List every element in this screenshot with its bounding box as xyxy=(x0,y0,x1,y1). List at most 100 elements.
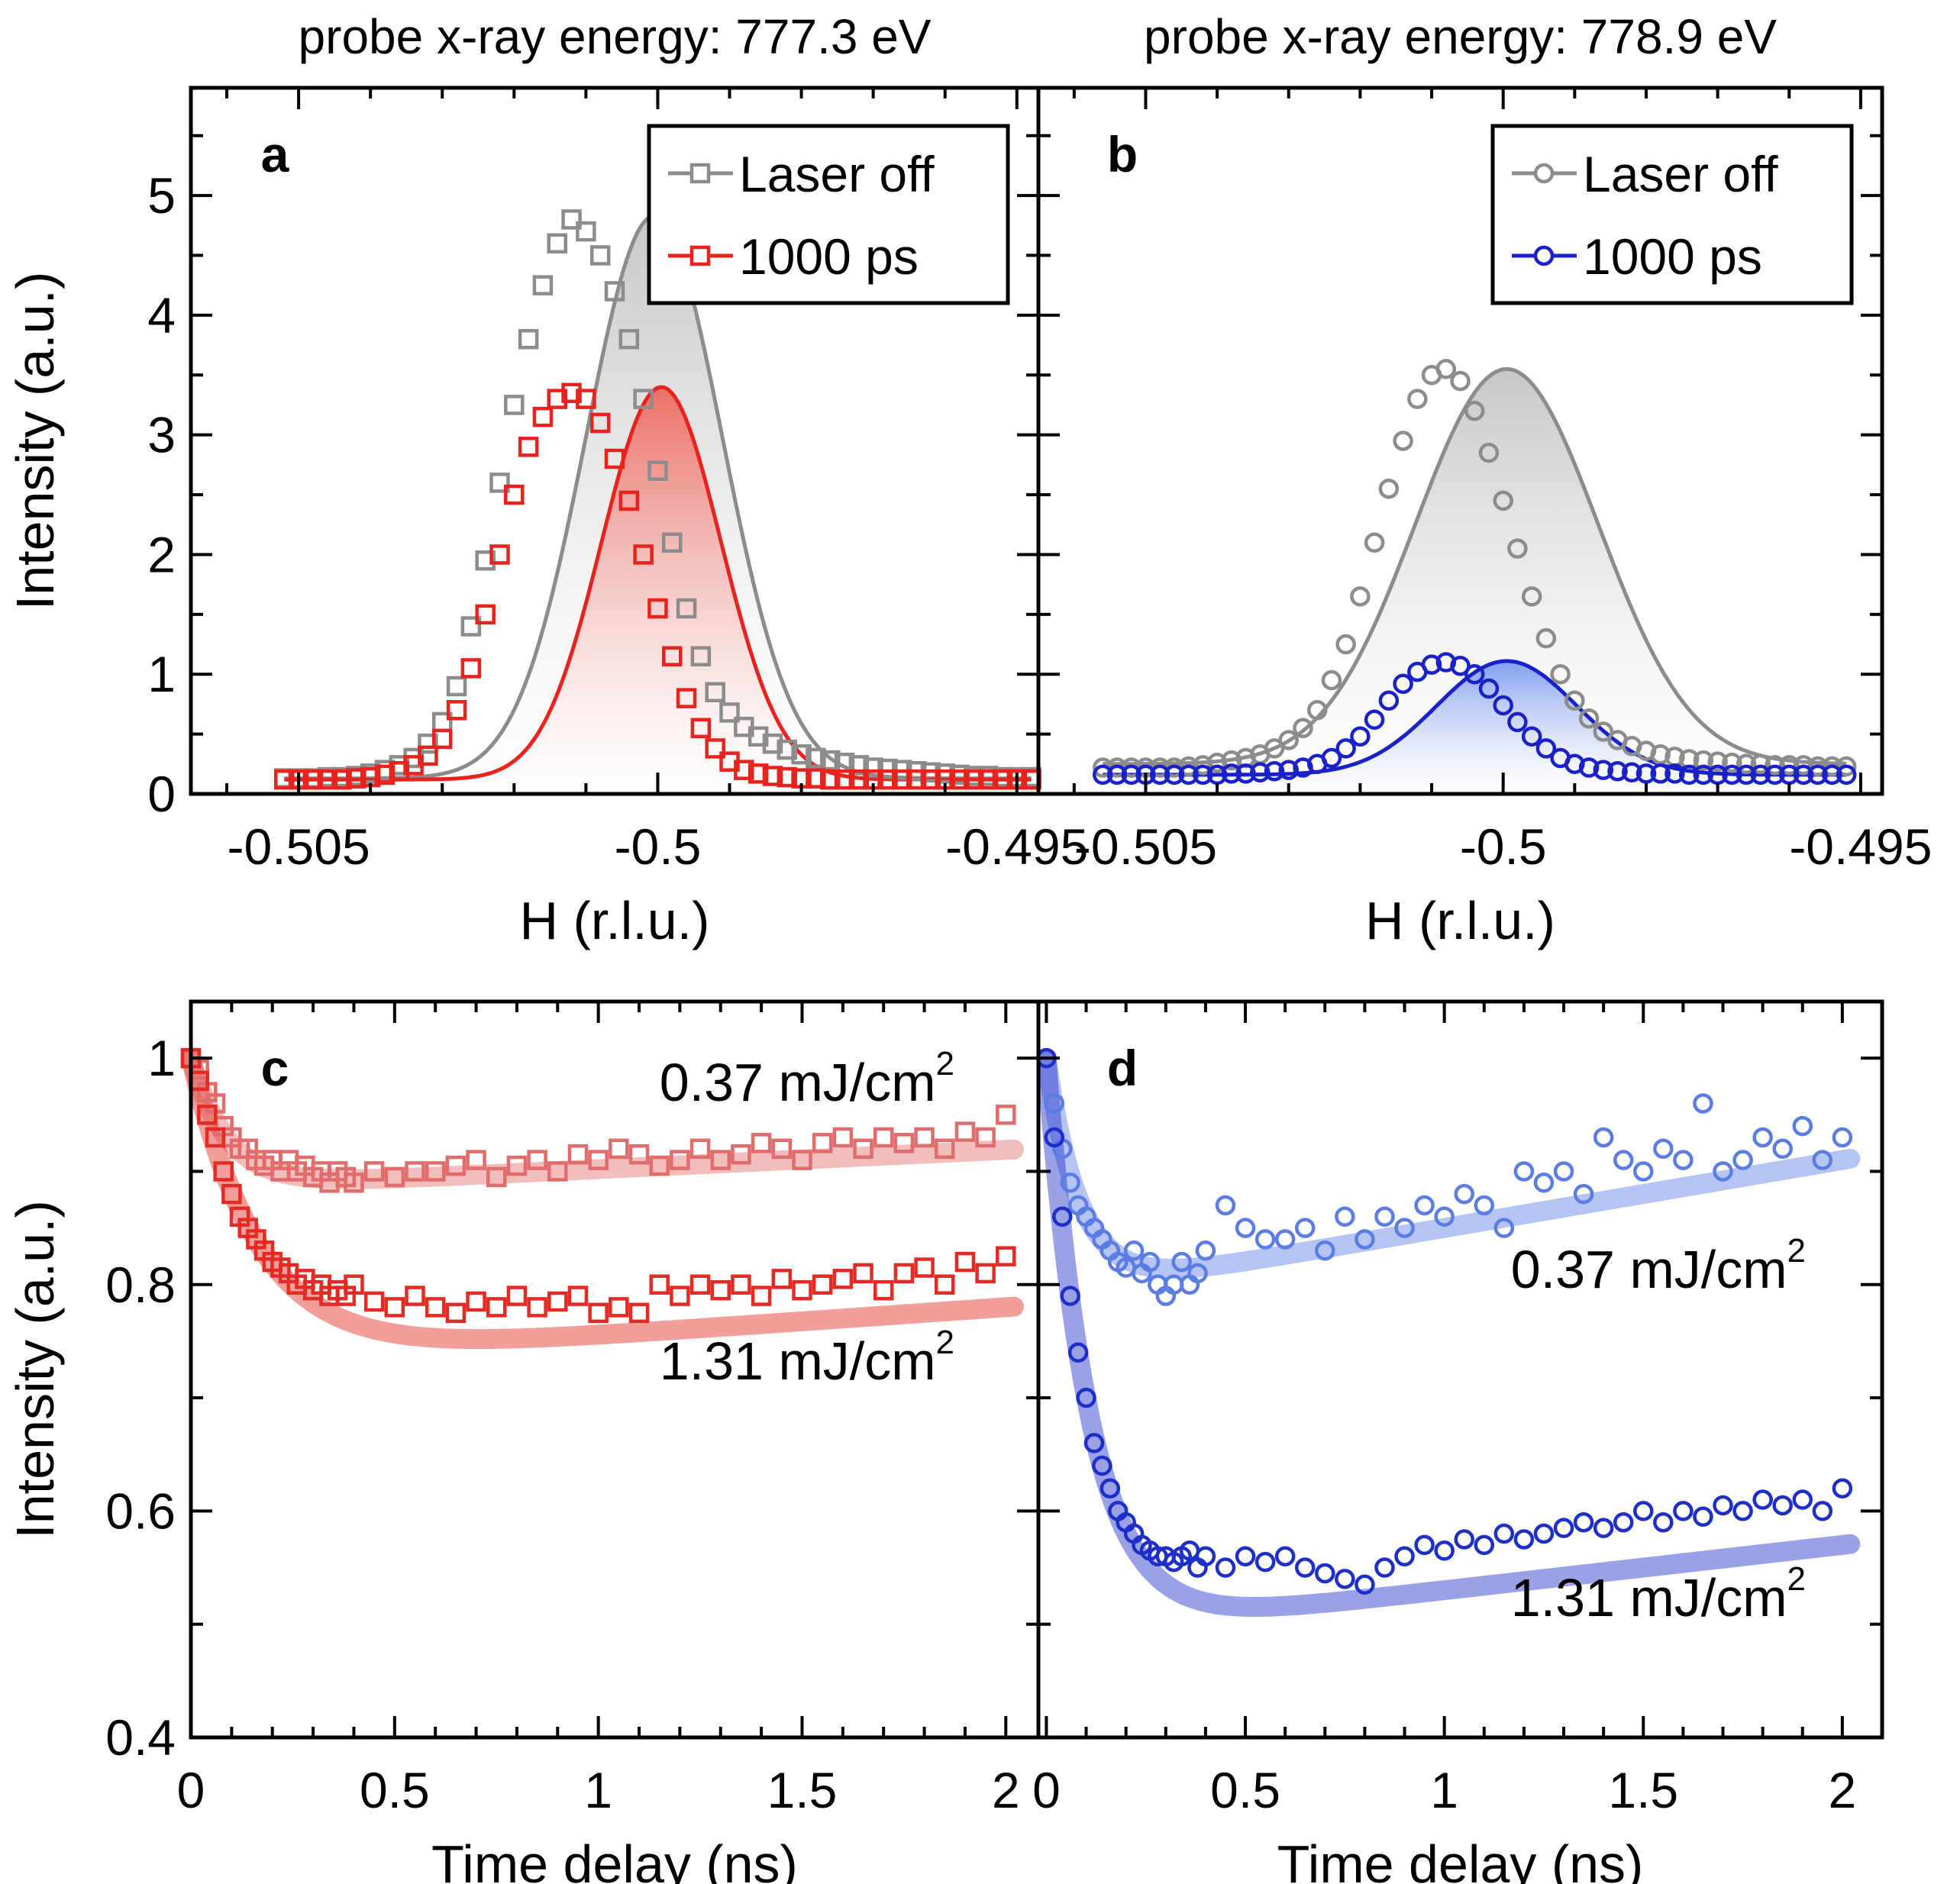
chart-panel-a: -0.505 -0.5 -0.495 0 1 2 3 4 5 H (r.l.u.) Intensit… xyxy=(5,9,1088,950)
panel-c-point xyxy=(628,1302,650,1324)
panel-c-point xyxy=(527,1297,547,1318)
panel-b-point xyxy=(1393,431,1413,451)
panel-b-point xyxy=(1578,757,1600,778)
panel-a-point xyxy=(576,389,596,409)
panel-d-point xyxy=(1335,1569,1355,1589)
panel-c-annotation-text: 1.31 mJ/cm xyxy=(660,1331,936,1391)
panel-c-xtick-label: 2 xyxy=(992,1762,1020,1818)
panel-d-point xyxy=(1752,1127,1773,1148)
panel-c-point xyxy=(853,1138,873,1160)
panel-a-point xyxy=(532,275,554,295)
panel-b-point xyxy=(1293,718,1313,739)
panel-a-point xyxy=(877,769,898,790)
panel-c-point xyxy=(609,1138,629,1160)
panel-a-point xyxy=(676,688,697,708)
panel-b-point xyxy=(1421,654,1442,675)
panel-a-point xyxy=(690,646,712,666)
panel-d-point xyxy=(1187,1263,1208,1284)
panel-d-point xyxy=(1832,1478,1853,1498)
panel-d-xtick-label: 1 xyxy=(1430,1762,1458,1818)
panel-d-point xyxy=(1394,1218,1415,1238)
panel-d-point xyxy=(1044,1127,1065,1148)
panel-b-point xyxy=(1822,756,1842,777)
panel-a-point xyxy=(418,745,438,766)
panel-c-ytick-label: 0.8 xyxy=(105,1257,176,1313)
panel-b-point xyxy=(1793,764,1814,786)
panel-c-ytick-label: 0.6 xyxy=(105,1482,176,1539)
panel-c-point xyxy=(893,1263,915,1284)
panel-a-point xyxy=(647,460,668,481)
panel-a-point xyxy=(777,766,798,788)
panel-d-point xyxy=(1083,1433,1105,1453)
panel-c-point xyxy=(527,1150,547,1170)
panel-c-point xyxy=(812,1274,833,1295)
panel-b-point xyxy=(1121,764,1141,786)
panel-b-point xyxy=(1206,764,1228,786)
panel-a-point xyxy=(906,769,927,790)
panel-b-point xyxy=(1535,738,1557,759)
panel-d-point xyxy=(1315,1240,1335,1261)
panel-a-xtick-label: -0.505 xyxy=(228,818,370,875)
panel-b-point xyxy=(1736,764,1757,786)
panel-b-point xyxy=(1450,655,1471,676)
panel-a-point xyxy=(460,616,482,637)
panel-c-point xyxy=(344,1173,364,1193)
panel-c-xtick-label: 0.5 xyxy=(360,1762,430,1818)
panel-b-point xyxy=(1564,690,1585,711)
panel-b-point xyxy=(1321,747,1342,769)
panel-a-point xyxy=(346,768,366,789)
panel-d-point xyxy=(1832,1127,1853,1148)
panel-a-point xyxy=(762,766,783,786)
panel-a-point xyxy=(719,702,740,723)
panel-b-point xyxy=(1779,764,1800,786)
panel-b-point xyxy=(1364,709,1385,731)
panel-b-point xyxy=(1535,627,1557,649)
panel-a-ytick-label: 3 xyxy=(147,407,176,463)
panel-b-point xyxy=(1836,764,1857,786)
panel-a-point xyxy=(848,769,870,790)
panel-b-xtick-label: -0.5 xyxy=(1460,818,1547,875)
panel-d-point xyxy=(1195,1546,1216,1566)
panel-b-point xyxy=(1650,763,1671,784)
panel-d-point xyxy=(1374,1557,1395,1578)
panel-b-point xyxy=(1493,490,1513,511)
panel-a-point xyxy=(446,676,467,697)
panel-c-point xyxy=(344,1274,364,1295)
panel-d-point xyxy=(1215,1557,1236,1578)
panel-c-point xyxy=(710,1150,731,1170)
panel-d-point xyxy=(1533,1523,1555,1544)
panel-b-point xyxy=(1722,752,1742,773)
panel-a-series-1 xyxy=(274,382,1041,790)
panel-a-point xyxy=(777,739,798,760)
panel-a-ytick-label: 1 xyxy=(147,646,176,702)
panel-c-point xyxy=(975,1127,996,1148)
panel-a-point xyxy=(806,747,826,769)
panel-b-point xyxy=(1678,764,1700,786)
panel-c-point xyxy=(197,1105,218,1125)
panel-c-point xyxy=(731,1274,751,1295)
panel-a-legend-label: 1000 ps xyxy=(739,228,919,285)
panel-b-point xyxy=(1278,760,1300,780)
panel-b-point xyxy=(1264,760,1285,782)
panel-a-point xyxy=(848,755,870,776)
panel-a-point xyxy=(748,763,769,784)
panel-b-point xyxy=(1149,764,1171,786)
panel-a-point xyxy=(992,769,1013,790)
panel-d-point xyxy=(1812,1150,1833,1170)
panel-b-point xyxy=(1750,753,1771,775)
panel-d-annotation: 1.31 mJ/cm2 xyxy=(1511,1560,1806,1628)
panel-a-point xyxy=(662,532,683,553)
panel-b-point xyxy=(1707,751,1728,772)
panel-c-point xyxy=(914,1127,935,1148)
panel-d-point xyxy=(1355,1574,1375,1595)
panel-d-point xyxy=(1454,1183,1474,1205)
panel-d-point xyxy=(1315,1563,1335,1584)
panel-a-point xyxy=(676,598,697,619)
panel-d-point xyxy=(1099,1478,1121,1498)
panel-c-point xyxy=(466,1150,486,1170)
panel-c-point xyxy=(506,1286,528,1306)
panel-b-point xyxy=(1493,695,1513,716)
panel-b-point xyxy=(1650,744,1671,765)
panel-b-point xyxy=(1193,764,1213,786)
